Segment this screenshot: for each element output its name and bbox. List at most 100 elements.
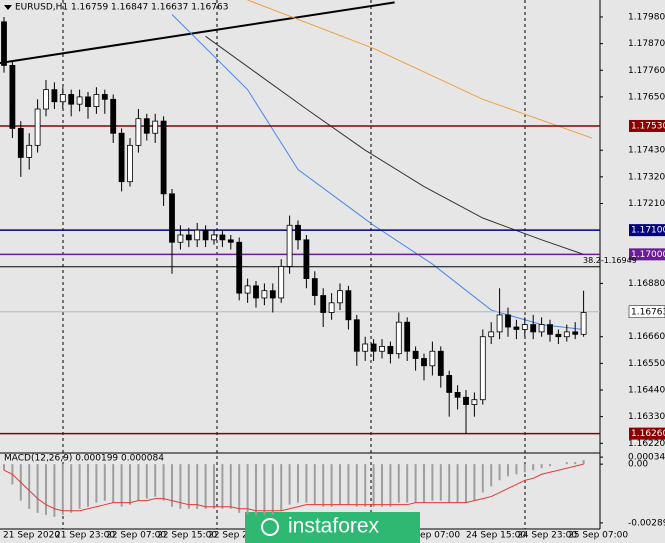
level-label: 1.17000 <box>631 250 665 260</box>
candle-body <box>311 278 318 296</box>
candle-body <box>328 302 335 313</box>
y-tick-label: 1.16440 <box>628 386 665 396</box>
candle-body <box>152 120 159 134</box>
candle-body <box>227 239 234 243</box>
watermark-box <box>245 512 420 543</box>
candle-body <box>59 94 66 103</box>
day-separators <box>62 0 526 529</box>
candle-body <box>17 127 24 158</box>
x-tick-label: 21 Sep 23:00 <box>55 531 115 541</box>
candle-body <box>236 241 243 294</box>
candle-body <box>404 321 411 352</box>
candle-body <box>269 290 276 299</box>
candle-body <box>488 331 495 338</box>
candle-body <box>219 234 226 241</box>
candle-body <box>177 234 184 243</box>
x-tick-label: 22 Sep 07:00 <box>106 531 166 541</box>
y-tick-label: 1.17760 <box>628 66 665 76</box>
candle-body <box>202 229 209 241</box>
x-tick-label: 24 Sep 07:00 <box>400 531 460 541</box>
last-price-label: 1.16763 <box>631 307 665 317</box>
candle-body <box>337 290 343 304</box>
candle-body <box>118 132 125 183</box>
candle-body <box>1 21 7 66</box>
candle-body <box>521 324 528 330</box>
x-tick-label: 24 Sep 15:00 <box>466 531 526 541</box>
candle-body <box>362 343 369 352</box>
fib-label: 38.2-1.16949 <box>583 256 637 265</box>
y-tick-label: 1.17650 <box>628 92 665 102</box>
y-tick-label: 1.16660 <box>628 332 665 342</box>
candle-body <box>496 314 503 333</box>
candle-body <box>555 333 562 338</box>
candle-body <box>320 295 327 313</box>
candle-body <box>26 144 33 158</box>
candle-body <box>353 319 360 352</box>
candle-body <box>387 346 394 355</box>
menu-icon <box>4 5 12 10</box>
x-tick-label: 25 Sep 07:00 <box>568 531 628 541</box>
candle-body <box>437 350 444 376</box>
watermark-icon <box>261 518 279 536</box>
level-label-box <box>629 427 665 440</box>
level-label-box <box>629 119 665 132</box>
candle-body <box>127 144 133 183</box>
candle-body <box>43 89 49 110</box>
x-tick-label: 22 Sep 23:00 <box>208 531 268 541</box>
y-tick-label: 0.000347 <box>628 453 665 463</box>
candle-body <box>160 120 167 195</box>
candle-body <box>110 98 117 134</box>
level-label: 1.17530 <box>631 121 665 131</box>
candle-body <box>454 392 461 398</box>
candle-body <box>412 350 419 359</box>
candle-body <box>68 94 75 105</box>
candle-body <box>446 375 453 393</box>
indicator-line <box>247 0 593 139</box>
candle-body <box>429 350 436 367</box>
candle-body <box>538 324 545 333</box>
candle-body <box>169 193 175 243</box>
y-tick-label: 1.16880 <box>628 279 665 289</box>
candle-body <box>185 234 192 241</box>
candle-body <box>580 312 587 335</box>
candle-body <box>253 285 259 299</box>
candle-body <box>51 89 58 103</box>
candle-body <box>303 239 310 279</box>
candle-body <box>76 96 83 105</box>
candle-body <box>194 229 201 241</box>
candle-body <box>211 234 217 241</box>
candle-body <box>370 343 377 352</box>
level-label: 1.16260 <box>631 429 665 439</box>
candle-body <box>471 399 478 405</box>
watermark: instaforex <box>245 512 420 543</box>
candle-body <box>463 396 469 405</box>
signal-line <box>3 463 584 512</box>
candle-body <box>530 324 537 333</box>
level-label-box <box>629 224 665 237</box>
level-label: 1.17100 <box>631 226 665 236</box>
candle-body <box>261 290 268 299</box>
y-tick-label: 1.17320 <box>628 172 665 182</box>
candle-body <box>286 224 293 267</box>
candle-body <box>93 94 100 107</box>
x-tick-label: 22 Sep 15:00 <box>157 531 217 541</box>
y-tick-label: 1.17980 <box>628 12 665 22</box>
candle-body <box>563 331 570 338</box>
candle-body <box>505 314 511 328</box>
y-tick-label: 1.16220 <box>628 439 665 449</box>
y-tick-label: -0.002899 <box>628 518 665 528</box>
y-tick-label: 1.16550 <box>628 359 665 369</box>
last-price-box <box>628 305 665 319</box>
watermark-text: instaforex <box>288 515 380 538</box>
y-tick-label: 1.17430 <box>628 146 665 156</box>
candle-body <box>572 331 579 335</box>
candle-body <box>479 336 486 401</box>
candle-body <box>135 118 142 146</box>
candle-body <box>547 324 553 335</box>
candle-body <box>85 96 91 107</box>
y-tick-label: 1.16330 <box>628 412 665 422</box>
indicator-line <box>0 1 395 64</box>
candle-body <box>295 224 301 241</box>
macd-title: MACD(12,26,9) 0.000199 0.000084 <box>4 454 164 464</box>
